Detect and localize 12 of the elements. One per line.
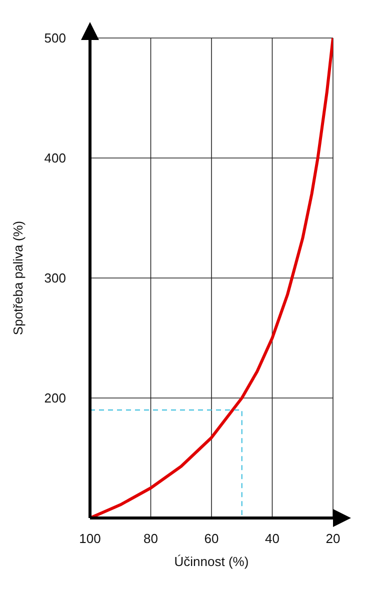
line-series [90, 38, 333, 518]
y-axis-title: Spotřeba paliva (%) [10, 220, 26, 336]
x-tick-label: 80 [144, 531, 158, 546]
x-tick-label: 20 [326, 531, 340, 546]
x-axis-title: Účinnost (%) [174, 554, 249, 569]
x-tick-label: 40 [265, 531, 280, 546]
y-tick-label: 300 [44, 270, 66, 286]
y-tick-label: 400 [44, 150, 66, 166]
x-tick-label: 100 [79, 531, 101, 546]
x-tick-label: 60 [204, 531, 219, 546]
y-tick-label: 500 [44, 30, 66, 46]
y-tick-label: 200 [44, 390, 66, 406]
